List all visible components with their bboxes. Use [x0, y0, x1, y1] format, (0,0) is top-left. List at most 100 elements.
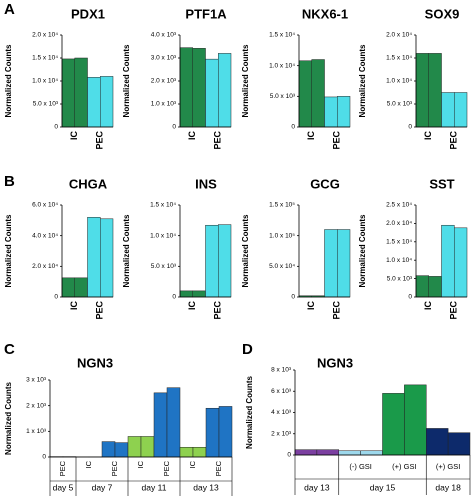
x-tick-label: IC: [423, 130, 433, 140]
group-label: day 13: [304, 482, 330, 492]
y-tick-label: 5.0 x 10³: [33, 101, 59, 108]
x-tick-label: (-) GSI: [349, 462, 372, 471]
bar: [447, 432, 471, 456]
y-tick-label: 2 x 10³: [26, 402, 47, 409]
bar: [428, 276, 442, 298]
chart-title: SOX9: [425, 6, 460, 21]
bar: [74, 57, 88, 128]
y-tick-label: 4.0 x 10⁴: [32, 232, 58, 239]
y-tick-label: 1.5 x 10⁴: [386, 55, 412, 62]
bar: [382, 393, 405, 456]
x-tick-label: IC: [136, 460, 145, 468]
y-axis-label: Normalized Counts: [241, 44, 250, 117]
y-tick-label: 3 x 10³: [26, 377, 47, 384]
bar: [192, 290, 206, 298]
bar: [454, 227, 468, 298]
y-tick-label: 1.5 x 10⁴: [32, 55, 58, 62]
bar: [61, 277, 75, 298]
bar: [205, 58, 219, 128]
y-axis-label: Normalized Counts: [4, 382, 13, 455]
bar: [140, 436, 155, 458]
chart-title: INS: [195, 176, 217, 191]
bar: [441, 224, 455, 298]
x-tick-label: IC: [69, 300, 79, 310]
bar: [166, 387, 181, 458]
x-tick-label: PEC: [110, 460, 119, 476]
panel-label: A: [4, 1, 15, 18]
y-tick-label: 1 x 10³: [26, 428, 47, 435]
bar: [426, 428, 449, 456]
y-axis-label: Normalized Counts: [4, 44, 13, 117]
bar: [454, 92, 468, 128]
bar: [101, 441, 116, 458]
y-tick-label: 5.0 x 10³: [270, 93, 296, 100]
bar: [338, 450, 361, 456]
chart-title: NGN3: [317, 355, 353, 370]
x-tick-label: PEC: [95, 131, 105, 150]
chart-title: NGN3: [77, 355, 113, 370]
bar: [192, 48, 206, 128]
bar: [294, 449, 318, 456]
y-tick-label: 4.0 x 10³: [151, 32, 177, 39]
y-tick-label: 5.0 x 10³: [151, 263, 177, 270]
x-tick-label: IC: [187, 300, 197, 310]
chart-title: GCG: [310, 176, 340, 191]
chart-title: PDX1: [71, 6, 105, 21]
x-tick-label: PEC: [213, 301, 223, 320]
bar: [179, 290, 193, 298]
x-tick-label: IC: [84, 460, 93, 468]
bar: [179, 446, 194, 458]
bar: [360, 450, 383, 456]
bar: [316, 449, 339, 456]
bar: [337, 229, 351, 298]
y-tick-label: 1.5 x 10⁵: [269, 202, 295, 209]
y-axis-label: Normalized Counts: [358, 44, 367, 117]
y-tick-label: 5.0 x 10⁴: [269, 263, 295, 270]
y-axis-label: Normalized Counts: [122, 44, 131, 117]
x-tick-label: IC: [187, 130, 197, 140]
y-tick-label: 0: [172, 124, 176, 131]
y-tick-label: 1.0 x 10⁴: [32, 78, 58, 85]
y-tick-label: 0: [54, 294, 58, 301]
bar: [218, 224, 232, 298]
y-tick-label: 5.0 x 10³: [387, 101, 413, 108]
y-tick-label: 1.5 x 10⁴: [386, 239, 412, 246]
chart-title: SST: [429, 176, 454, 191]
y-tick-label: 2.0 x 10⁴: [386, 32, 412, 39]
y-tick-label: 2.0 x 10⁴: [386, 220, 412, 227]
x-tick-label: (+) GSI: [392, 462, 416, 471]
bar: [415, 275, 429, 298]
y-tick-label: 0: [291, 124, 295, 131]
y-tick-label: 2.0 x 10⁴: [32, 32, 58, 39]
y-tick-label: 8 x 10³: [271, 367, 292, 374]
bar: [404, 384, 427, 456]
bar: [415, 53, 429, 128]
y-tick-label: 3.0 x 10³: [151, 55, 177, 62]
bar: [192, 446, 207, 458]
y-tick-label: 4 x 10³: [271, 409, 292, 416]
y-tick-label: 1.5 x 10⁴: [269, 32, 295, 39]
x-tick-label: (+) GSI: [436, 462, 460, 471]
bar: [298, 60, 312, 128]
bar: [100, 76, 114, 128]
x-tick-label: PEC: [95, 301, 105, 320]
x-tick-label: PEC: [332, 301, 342, 320]
chart-title: NKX6-1: [302, 6, 348, 21]
bar: [205, 407, 220, 458]
bar: [218, 406, 233, 458]
x-tick-label: IC: [69, 130, 79, 140]
x-tick-label: PEC: [58, 460, 67, 476]
group-label: day 5: [53, 482, 74, 492]
y-axis-label: Normalized Counts: [241, 214, 250, 287]
bar: [324, 96, 338, 128]
bar: [87, 217, 101, 298]
bar: [127, 436, 142, 458]
bar: [337, 96, 351, 128]
group-label: day 7: [92, 482, 113, 492]
y-tick-label: 0: [291, 294, 295, 301]
x-tick-label: PEC: [162, 460, 171, 476]
y-tick-label: 5.0 x 10³: [387, 275, 413, 282]
x-tick-label: IC: [188, 460, 197, 468]
y-tick-label: 2 x 10³: [271, 430, 292, 437]
